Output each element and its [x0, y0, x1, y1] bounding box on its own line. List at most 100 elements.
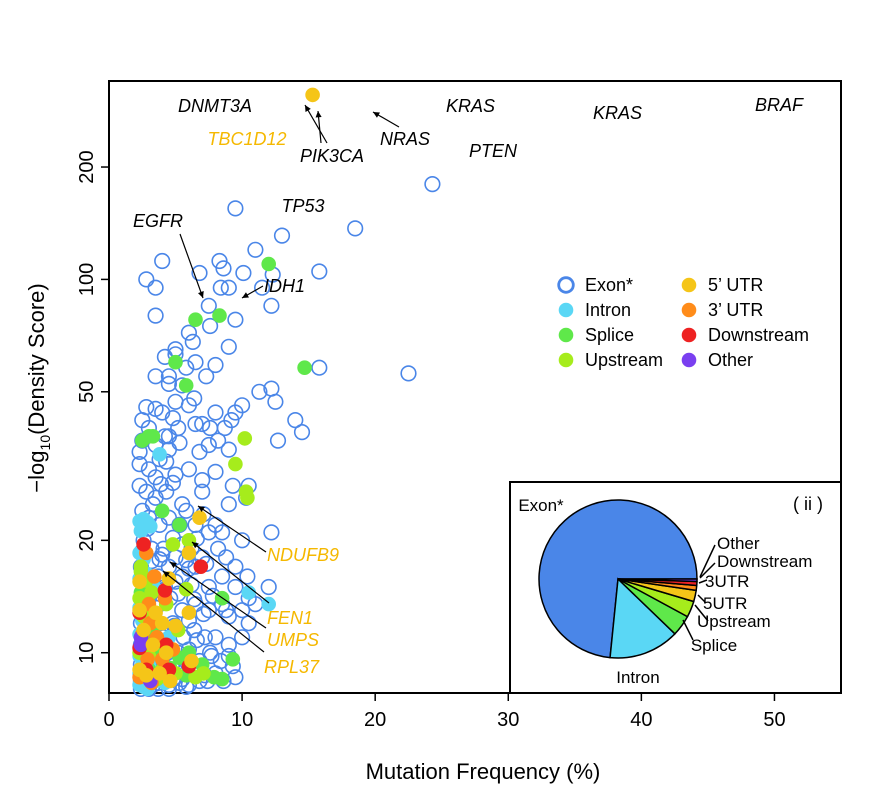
point-exon — [227, 200, 244, 217]
y-axis-label-rest: (Density Score) — [24, 283, 49, 435]
point-exon — [263, 297, 280, 314]
point-utr — [162, 673, 178, 689]
gene-label: KRAS — [446, 96, 495, 116]
gene-label: TP53 — [281, 196, 324, 216]
gene-arrowhead — [305, 105, 311, 112]
point-downstream — [193, 559, 209, 574]
point-exon — [178, 502, 195, 519]
point-exon — [198, 368, 215, 385]
point-exon — [203, 647, 220, 665]
gene-leader-line — [304, 104, 328, 144]
point-exon — [200, 297, 217, 314]
point-splice — [225, 652, 241, 667]
gene-leader-line — [191, 541, 270, 604]
x-tick-label: 10 — [231, 709, 253, 731]
point-exon — [160, 368, 177, 385]
point-exon — [223, 412, 240, 429]
gene-arrowhead — [315, 111, 322, 118]
gene-leader-line — [197, 505, 267, 553]
pie-title: ( ii ) — [793, 494, 823, 514]
point-utr — [147, 569, 162, 584]
point-exon — [400, 365, 417, 382]
point-exon — [180, 324, 197, 341]
point-exon — [220, 496, 237, 513]
point-intron — [241, 585, 256, 600]
point-exon — [267, 393, 284, 410]
point-exon — [131, 456, 148, 473]
point-exon — [293, 424, 311, 441]
point-utr — [158, 645, 174, 660]
y-tick-label: 200 — [76, 150, 98, 183]
gene-arrowhead — [170, 562, 177, 569]
pie-leader-line — [682, 619, 694, 641]
point-exon — [164, 410, 181, 427]
gene-arrowhead — [163, 571, 170, 578]
point-downstream — [157, 583, 173, 598]
legend-marker — [558, 327, 574, 343]
legend-marker — [681, 327, 697, 343]
legend-label: Exon* — [585, 275, 633, 295]
point-exon — [138, 271, 155, 288]
point-exon — [187, 415, 204, 433]
point-splice — [178, 378, 194, 393]
pie-slice-label: Intron — [616, 668, 659, 687]
point-intron — [152, 447, 167, 462]
point-exon — [207, 629, 224, 646]
legend-marker — [558, 302, 574, 318]
pie-slice — [617, 578, 698, 583]
point-utr — [192, 510, 207, 525]
x-axis-label: Mutation Frequency (%) — [366, 759, 601, 784]
point-exon — [247, 241, 264, 258]
point-exon — [186, 390, 203, 407]
point-exon — [194, 483, 211, 500]
point-splice — [168, 354, 183, 370]
legend-marker — [681, 277, 697, 293]
gene-label: FEN1 — [267, 608, 313, 628]
pie-leader-line — [699, 562, 716, 579]
gene-arrowhead — [198, 506, 205, 513]
point-exon — [180, 461, 197, 478]
point-upstream — [165, 537, 181, 552]
legend-label: Downstream — [708, 325, 809, 345]
pie-slice-label: 5UTR — [703, 594, 747, 613]
legend-marker — [681, 302, 697, 318]
point-exon — [227, 311, 244, 328]
point-exon — [220, 636, 237, 653]
point-other — [133, 637, 149, 653]
point-exon — [207, 463, 224, 481]
point-exon — [220, 279, 237, 296]
point-exon — [200, 578, 217, 596]
point-upstream — [228, 456, 243, 472]
point-exon — [184, 333, 201, 351]
point-exon — [347, 220, 364, 237]
y-axis-label: −log10(Density Score) — [24, 283, 53, 492]
legend: Exon* Intron Splice Upstream 5’ UTR 3’ UTR Dow… — [557, 275, 809, 370]
gene-leader-line — [169, 561, 267, 629]
point-splice — [188, 312, 203, 328]
point-upstream — [237, 431, 253, 446]
point-splice — [261, 256, 277, 272]
point-exon — [188, 632, 205, 649]
pie-leader-line — [697, 594, 707, 604]
legend-marker — [558, 352, 574, 368]
point-upstream — [181, 533, 197, 548]
y-tick-label: 50 — [76, 381, 98, 403]
point-exon — [234, 397, 251, 414]
point-exon — [269, 432, 287, 449]
point-utr — [152, 666, 167, 681]
gene-label: TBC1D12 — [207, 129, 286, 149]
point-exon — [235, 264, 252, 282]
point-exon — [424, 176, 441, 193]
point-exon — [273, 227, 291, 244]
legend-label: Intron — [585, 300, 631, 320]
point-upstream — [133, 559, 149, 574]
legend-label: 5’ UTR — [708, 275, 763, 295]
gene-arrowhead — [192, 542, 199, 549]
point-exon — [147, 279, 164, 296]
gene-label: NDUFB9 — [267, 545, 339, 565]
point-exon — [194, 472, 211, 489]
point-utr — [145, 637, 161, 653]
point-exon — [227, 578, 244, 596]
point-utr — [132, 602, 147, 618]
